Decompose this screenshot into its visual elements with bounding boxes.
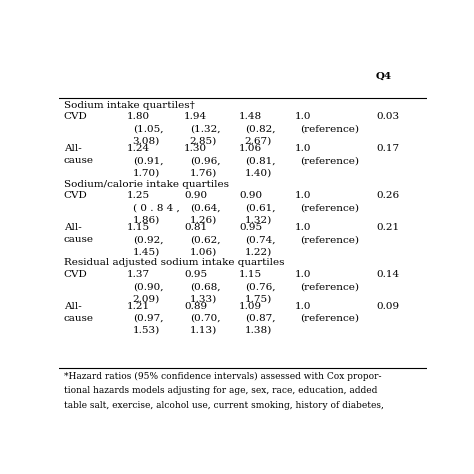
Text: 1.15: 1.15 bbox=[127, 223, 150, 232]
Text: (0.91,: (0.91, bbox=[133, 156, 163, 165]
Text: (0.96,: (0.96, bbox=[190, 156, 220, 165]
Text: 0.95: 0.95 bbox=[184, 270, 207, 279]
Text: 1.32): 1.32) bbox=[245, 215, 272, 224]
Text: All-: All- bbox=[64, 302, 82, 311]
Text: (0.97,: (0.97, bbox=[133, 314, 163, 323]
Text: 1.06: 1.06 bbox=[239, 144, 263, 153]
Text: (0.87,: (0.87, bbox=[245, 314, 275, 323]
Text: (0.61,: (0.61, bbox=[245, 203, 275, 212]
Text: 1.86): 1.86) bbox=[133, 215, 160, 224]
Text: 1.0: 1.0 bbox=[294, 112, 311, 121]
Text: (0.70,: (0.70, bbox=[190, 314, 220, 323]
Text: 1.80: 1.80 bbox=[127, 112, 150, 121]
Text: 1.0: 1.0 bbox=[294, 191, 311, 201]
Text: 1.30: 1.30 bbox=[184, 144, 207, 153]
Text: 1.21: 1.21 bbox=[127, 302, 150, 311]
Text: All-: All- bbox=[64, 223, 82, 232]
Text: 0.17: 0.17 bbox=[376, 144, 399, 153]
Text: (reference): (reference) bbox=[300, 125, 359, 134]
Text: (reference): (reference) bbox=[300, 235, 359, 244]
Text: table salt, exercise, alcohol use, current smoking, history of diabetes,: table salt, exercise, alcohol use, curre… bbox=[64, 401, 383, 410]
Text: (reference): (reference) bbox=[300, 314, 359, 323]
Text: 1.24: 1.24 bbox=[127, 144, 150, 153]
Text: 2.67): 2.67) bbox=[245, 137, 272, 146]
Text: (0.74,: (0.74, bbox=[245, 235, 275, 244]
Text: (1.05,: (1.05, bbox=[133, 125, 163, 134]
Text: (0.68,: (0.68, bbox=[190, 282, 220, 291]
Text: 3.08): 3.08) bbox=[133, 137, 160, 146]
Text: 0.81: 0.81 bbox=[184, 223, 207, 232]
Text: 1.33): 1.33) bbox=[190, 294, 217, 303]
Text: 1.75): 1.75) bbox=[245, 294, 272, 303]
Text: CVD: CVD bbox=[64, 270, 87, 279]
Text: CVD: CVD bbox=[64, 191, 87, 201]
Text: 1.06): 1.06) bbox=[190, 247, 217, 256]
Text: 1.37: 1.37 bbox=[127, 270, 150, 279]
Text: 1.09: 1.09 bbox=[239, 302, 263, 311]
Text: 1.45): 1.45) bbox=[133, 247, 160, 256]
Text: 2.85): 2.85) bbox=[190, 137, 217, 146]
Text: 1.0: 1.0 bbox=[294, 144, 311, 153]
Text: 1.0: 1.0 bbox=[294, 223, 311, 232]
Text: tional hazards models adjusting for age, sex, race, education, added: tional hazards models adjusting for age,… bbox=[64, 386, 377, 395]
Text: 1.70): 1.70) bbox=[133, 168, 160, 177]
Text: 1.38): 1.38) bbox=[245, 326, 272, 335]
Text: (0.90,: (0.90, bbox=[133, 282, 163, 291]
Text: 1.48: 1.48 bbox=[239, 112, 263, 121]
Text: (0.82,: (0.82, bbox=[245, 125, 275, 134]
Text: 0.21: 0.21 bbox=[376, 223, 399, 232]
Text: 1.0: 1.0 bbox=[294, 302, 311, 311]
Text: Q4: Q4 bbox=[376, 72, 392, 81]
Text: cause: cause bbox=[64, 235, 94, 244]
Text: 1.26): 1.26) bbox=[190, 215, 217, 224]
Text: 0.90: 0.90 bbox=[184, 191, 207, 201]
Text: 1.22): 1.22) bbox=[245, 247, 272, 256]
Text: (0.76,: (0.76, bbox=[245, 282, 275, 291]
Text: (1.32,: (1.32, bbox=[190, 125, 220, 134]
Text: CVD: CVD bbox=[64, 112, 87, 121]
Text: ( 0 . 8 4 ,: ( 0 . 8 4 , bbox=[133, 203, 180, 212]
Text: 1.13): 1.13) bbox=[190, 326, 217, 335]
Text: 1.94: 1.94 bbox=[184, 112, 207, 121]
Text: 0.95: 0.95 bbox=[239, 223, 263, 232]
Text: 0.09: 0.09 bbox=[376, 302, 399, 311]
Text: Residual adjusted sodium intake quartiles: Residual adjusted sodium intake quartile… bbox=[64, 258, 284, 267]
Text: 1.76): 1.76) bbox=[190, 168, 217, 177]
Text: cause: cause bbox=[64, 314, 94, 323]
Text: 1.40): 1.40) bbox=[245, 168, 272, 177]
Text: 1.25: 1.25 bbox=[127, 191, 150, 201]
Text: 1.0: 1.0 bbox=[294, 270, 311, 279]
Text: *Hazard ratios (95% confidence intervals) assessed with Cox propor-: *Hazard ratios (95% confidence intervals… bbox=[64, 372, 381, 381]
Text: 0.03: 0.03 bbox=[376, 112, 399, 121]
Text: (0.81,: (0.81, bbox=[245, 156, 275, 165]
Text: Sodium/calorie intake quartiles: Sodium/calorie intake quartiles bbox=[64, 180, 228, 189]
Text: 0.90: 0.90 bbox=[239, 191, 263, 201]
Text: (0.64,: (0.64, bbox=[190, 203, 220, 212]
Text: Sodium intake quartiles†: Sodium intake quartiles† bbox=[64, 100, 194, 109]
Text: (reference): (reference) bbox=[300, 203, 359, 212]
Text: 1.15: 1.15 bbox=[239, 270, 263, 279]
Text: (0.92,: (0.92, bbox=[133, 235, 163, 244]
Text: 0.14: 0.14 bbox=[376, 270, 399, 279]
Text: (reference): (reference) bbox=[300, 282, 359, 291]
Text: (reference): (reference) bbox=[300, 156, 359, 165]
Text: 1.53): 1.53) bbox=[133, 326, 160, 335]
Text: 2.09): 2.09) bbox=[133, 294, 160, 303]
Text: 0.26: 0.26 bbox=[376, 191, 399, 201]
Text: 0.89: 0.89 bbox=[184, 302, 207, 311]
Text: All-: All- bbox=[64, 144, 82, 153]
Text: (0.62,: (0.62, bbox=[190, 235, 220, 244]
Text: cause: cause bbox=[64, 156, 94, 165]
